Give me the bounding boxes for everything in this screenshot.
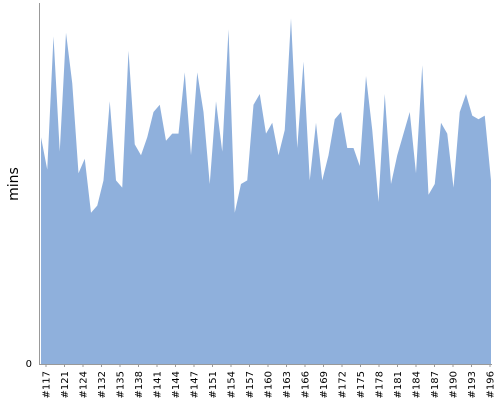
x-tick-label: #151 — [208, 371, 219, 398]
x-tick-label: #135 — [116, 371, 127, 398]
x-tick-label: #187 — [430, 371, 441, 398]
x-tick-label: #196 — [486, 371, 497, 398]
x-tick-label: #121 — [60, 371, 71, 398]
x-tick-label: #181 — [393, 371, 404, 398]
x-tick-label: #172 — [338, 371, 349, 398]
y-axis-ticks: 0 — [26, 359, 32, 370]
y-tick-label: 0 — [26, 359, 32, 370]
x-tick-label: #144 — [171, 371, 182, 398]
x-tick-label: #193 — [467, 371, 478, 398]
x-tick-label: #157 — [245, 371, 256, 398]
x-tick-label: #117 — [42, 371, 53, 398]
x-tick-label: #138 — [134, 371, 145, 398]
x-tick-label: #190 — [449, 371, 460, 398]
x-tick-label: #124 — [79, 371, 90, 398]
x-tick-label: #178 — [375, 371, 386, 398]
x-tick-label: #169 — [319, 371, 330, 398]
x-tick-label: #166 — [301, 371, 312, 398]
area-layer — [41, 18, 491, 365]
x-tick-label: #154 — [227, 371, 238, 398]
x-axis-ticks: #117 #121 #124 #132 #135 #138 #141 #144 #147 #151… — [42, 364, 497, 398]
x-tick-label: #160 — [264, 371, 275, 398]
x-tick-label: #163 — [282, 371, 293, 398]
x-tick-label: #132 — [97, 371, 108, 398]
x-tick-label: #175 — [356, 371, 367, 398]
series-area — [41, 18, 491, 365]
y-axis-title: mins — [6, 167, 22, 201]
x-tick-label: #141 — [153, 371, 164, 398]
x-tick-label: #184 — [412, 371, 423, 398]
x-tick-label: #147 — [190, 371, 201, 398]
